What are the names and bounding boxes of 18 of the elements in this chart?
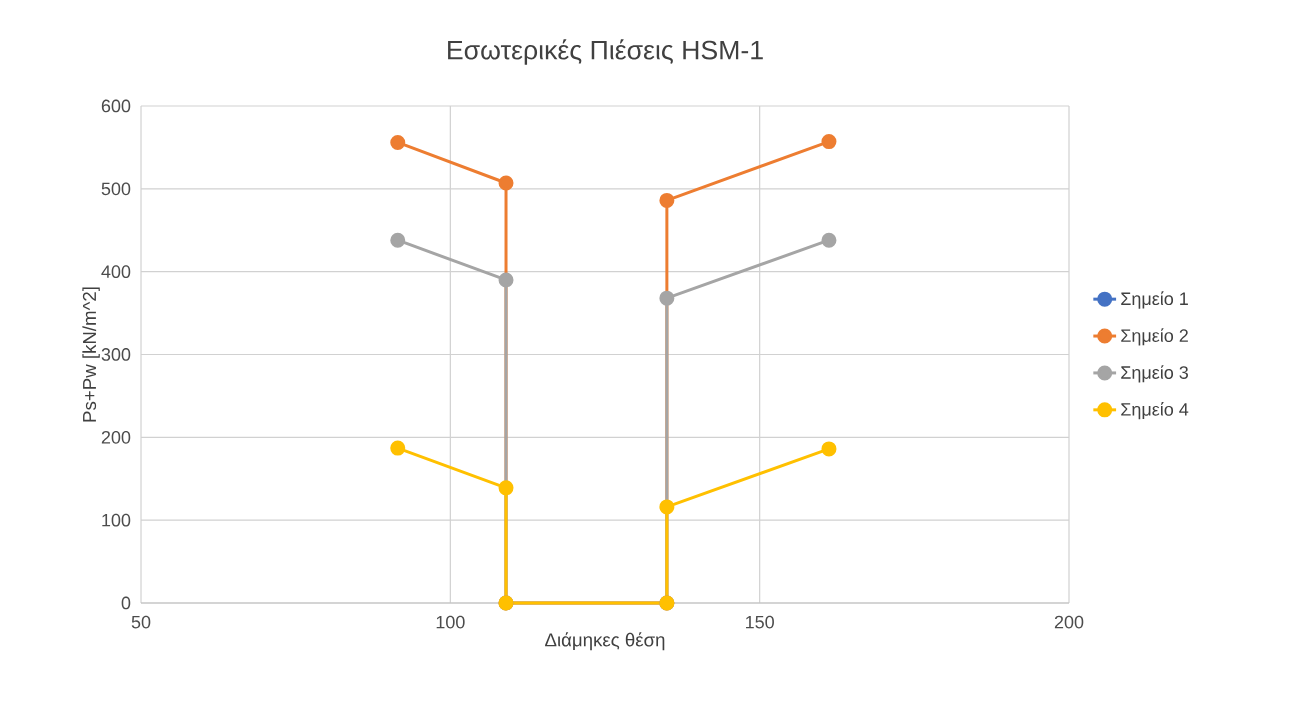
legend-label: Σημείο 3 xyxy=(1121,365,1188,383)
legend-label: Σημείο 4 xyxy=(1121,402,1189,420)
y-tick-label: 0 xyxy=(121,596,131,610)
y-axis-title: Ps+Pw [kN/m^2] xyxy=(82,287,100,422)
x-tick-label: 150 xyxy=(746,615,774,629)
y-tick-label: 100 xyxy=(102,513,131,527)
y-tick-label: 600 xyxy=(101,99,131,113)
x-tick-label: 50 xyxy=(131,615,151,629)
x-tick-label: 200 xyxy=(1054,615,1084,629)
y-tick-label: 500 xyxy=(101,182,131,196)
legend-label: Σημείο 2 xyxy=(1121,328,1188,346)
x-axis-title: Διάμηκες θέση xyxy=(545,632,665,651)
y-tick-label: 200 xyxy=(101,430,131,444)
y-tick-label: 300 xyxy=(101,348,131,361)
y-tick-label: 400 xyxy=(101,265,131,279)
chart-title: Εσωτερικές Πιέσεις HSM-1 xyxy=(448,39,763,65)
legend-label: Σημείο 1 xyxy=(1121,291,1188,309)
x-tick-label: 100 xyxy=(436,615,465,629)
